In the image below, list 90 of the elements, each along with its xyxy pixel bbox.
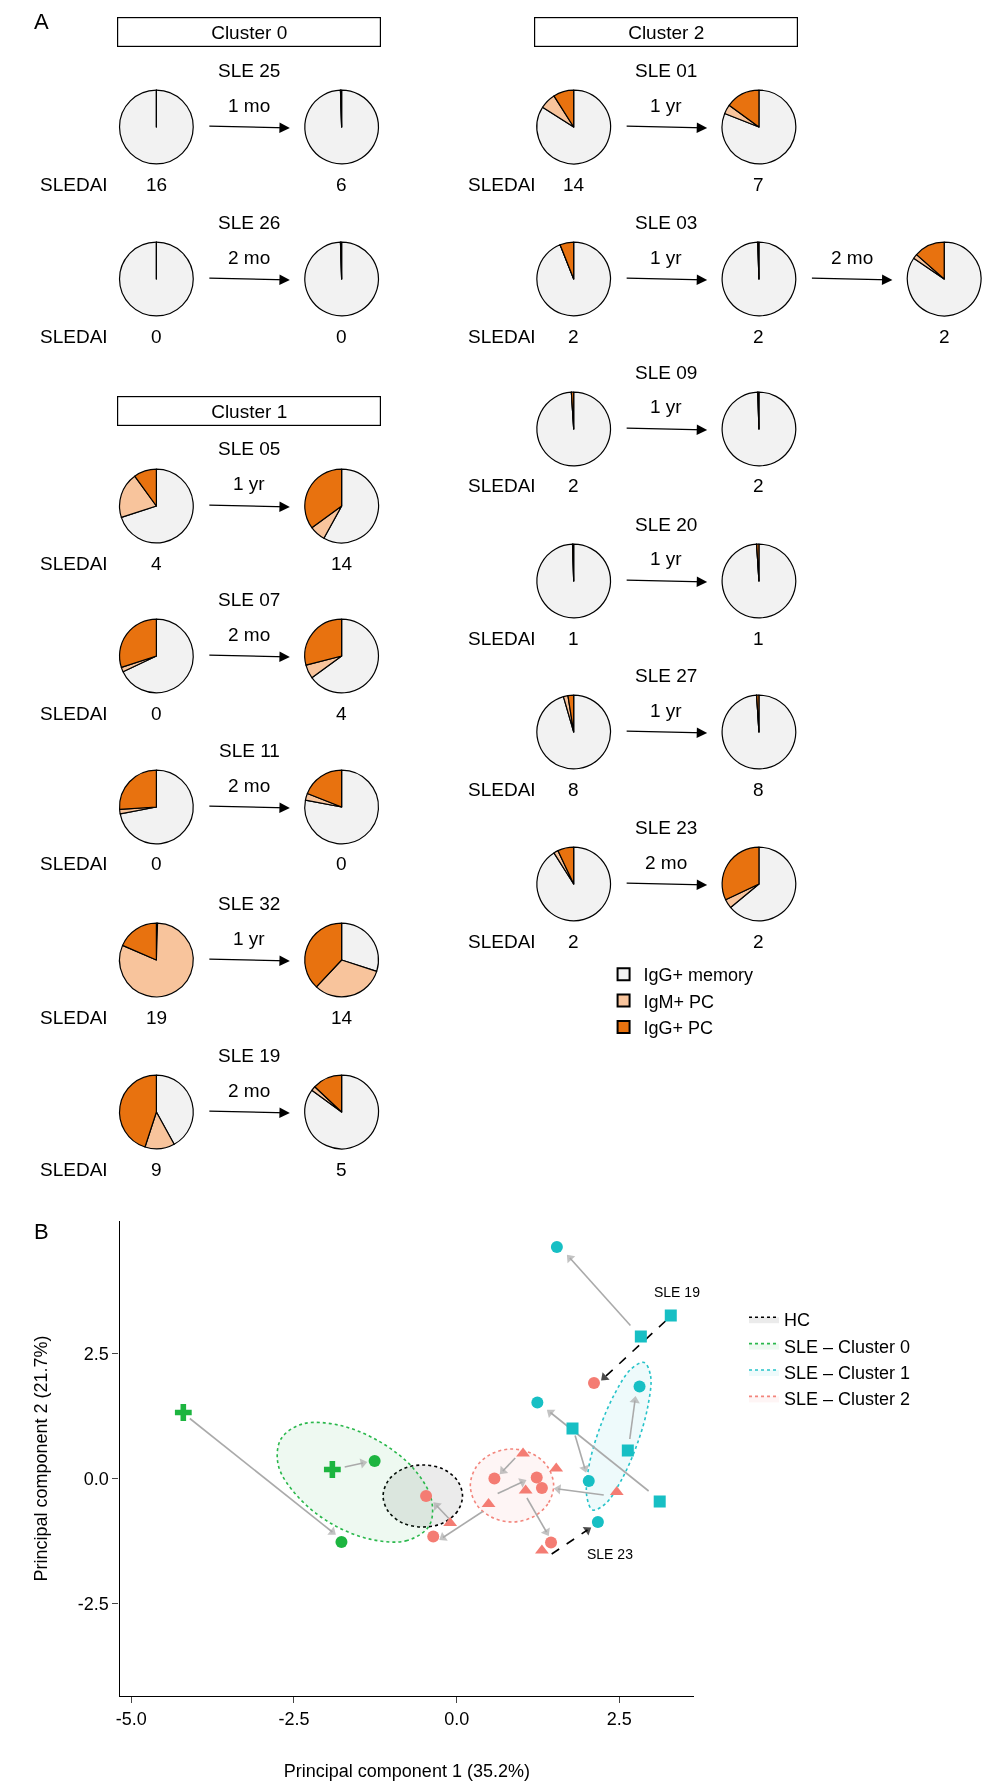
text: 0 [336,853,347,874]
text: 1 yr [650,247,683,268]
chart-title: SLE 20 [635,514,698,535]
x-tick-label: 0.0 [444,1708,470,1729]
text: 2 mo [228,1080,271,1101]
text: 16 [146,174,168,195]
legend-label: HC [784,1310,811,1331]
text: SLEDAI [468,931,536,952]
text: A [34,9,49,34]
text: SLEDAI [468,326,536,347]
text: 1 yr [650,548,683,569]
chart-title: SLE 01 [635,60,698,81]
text: SLEDAI [468,779,536,800]
text: 2 mo [228,775,271,796]
chart-title: SLE 27 [635,665,698,686]
text: SLEDAI [468,628,536,649]
text: 7 [753,174,764,195]
text: SLEDAI [40,1159,108,1180]
text: 2 [568,475,579,496]
chart-subtitle: Cluster 1 [211,400,288,422]
text: 8 [568,779,579,800]
text: 14 [563,174,585,195]
legend-label: SLE – Cluster 0 [784,1336,911,1357]
chart-title: SLE 09 [635,362,698,383]
text: 1 mo [228,95,271,116]
y-tick-label: 0.0 [83,1468,109,1489]
text: 6 [336,174,347,195]
text: 2 mo [645,852,688,873]
y-axis-title: Principal component 2 (21.7%) [31,1335,51,1582]
chart-title: SLE 23 [635,817,698,838]
chart-title: SLE 25 [218,60,281,81]
text: SLE 19 [218,1045,281,1066]
text: 0 [151,703,162,724]
text: 0 [151,326,162,347]
chart-subtitle: Cluster 0 [211,21,288,43]
text: 2 [753,475,764,496]
text: SLEDAI [40,553,108,574]
chart-title: SLE 32 [218,893,281,914]
text: 1 yr [233,473,266,494]
text: 4 [336,703,347,724]
y-tick-label: -2.5 [77,1593,109,1614]
text: 2 [753,326,764,347]
text: 9 [151,1159,162,1180]
legend-label: IgG+ PC [643,1018,714,1039]
text: SLEDAI [40,703,108,724]
chart-title: SLE 07 [218,589,281,610]
x-tick-label: -5.0 [115,1708,147,1729]
text: 1 yr [650,396,683,417]
text: 0 [151,853,162,874]
x-tick-label: 2.5 [606,1708,632,1729]
legend-label: SLE – Cluster 1 [784,1363,911,1384]
chart-title: SLE 05 [218,438,281,459]
text: SLEDAI [40,853,108,874]
text: 2 mo [228,624,271,645]
legend-label: SLE – Cluster 2 [784,1389,911,1410]
text: SLEDAI [40,1007,108,1028]
text: 1 [568,628,579,649]
text: SLEDAI [468,475,536,496]
text: B [34,1219,49,1244]
text: 2 [568,931,579,952]
annotation: SLE 23 [587,1546,634,1562]
chart-title: SLE 26 [218,212,281,233]
x-tick-label: -2.5 [278,1708,310,1729]
text: 2 [753,931,764,952]
y-tick-label: 2.5 [83,1343,109,1364]
text: 1 yr [650,700,683,721]
text: 2 mo [228,247,271,268]
text: 19 [146,1007,168,1028]
x-axis-title: Principal component 1 (35.2%) [283,1761,530,1781]
legend-label: IgG+ memory [643,965,754,986]
text: 2 [568,326,579,347]
legend-label: IgM+ PC [643,991,715,1012]
text: 1 [753,628,764,649]
text: 0 [336,326,347,347]
chart-subtitle: Cluster 2 [628,21,705,43]
text: 14 [331,553,353,574]
text: 4 [151,553,162,574]
text: SLEDAI [40,174,108,195]
text: 1 yr [650,95,683,116]
text: 5 [336,1159,347,1180]
text: 8 [753,779,764,800]
text: 1 yr [233,928,266,949]
chart-title: SLE 11 [219,740,280,761]
text: 2 [939,326,950,347]
text: SLEDAI [468,174,536,195]
text: 14 [331,1007,353,1028]
chart-title: SLE 03 [635,212,698,233]
text: 2 mo [831,247,874,268]
annotation: SLE 19 [654,1284,701,1300]
text: SLEDAI [40,326,108,347]
